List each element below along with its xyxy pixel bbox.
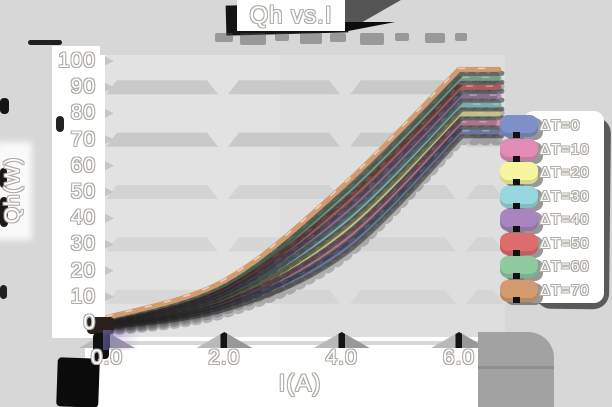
y-tick-chevron: [104, 160, 114, 171]
title-ghost-smudge: [425, 33, 445, 43]
title-ghost-smudge: [300, 33, 322, 44]
grid-band-segment: [466, 185, 504, 199]
legend-label: ΔT=20: [540, 164, 590, 181]
y-axis-title: Qh(W): [1, 156, 24, 224]
title-ghost-smudge: [275, 33, 289, 41]
grid-band-segment: [350, 237, 456, 252]
y-axis-label-strip: [52, 46, 100, 338]
y-tick-chevron: [104, 56, 114, 66]
y-tick-chevron: [104, 134, 114, 145]
title-shadow-wedge-dark: [343, 22, 395, 32]
grid-band-segment: [106, 185, 218, 199]
x-tick-label: 2.0: [208, 346, 241, 369]
curve-highlight-ΔT=70: [105, 67, 500, 318]
legend-notch: [513, 249, 520, 256]
legend-label: ΔT=40: [540, 211, 590, 228]
legend-label: ΔT=30: [540, 187, 590, 205]
legend-swatch: [500, 115, 538, 137]
legend-label: ΔT=0: [540, 117, 581, 134]
legend-swatch: [500, 256, 538, 278]
grid-band-segment: [350, 289, 456, 304]
origin-color-smear: [103, 330, 139, 350]
y-tick-label: 20: [70, 258, 96, 282]
legend-notch: [513, 132, 520, 138]
x-tick-label: 0.0: [90, 346, 124, 369]
x-tick-label: 4.0: [325, 346, 358, 369]
y-tick-label: 80: [70, 101, 96, 125]
y-tick-label: 10: [70, 284, 96, 308]
legend-notch: [513, 202, 520, 209]
y-tick-label: 30: [70, 232, 96, 256]
title-box: Qh vs.I: [237, 0, 345, 31]
title-ghost-smudge: [215, 33, 233, 42]
title-ghost-smudge: [240, 33, 266, 45]
legend-label: ΔT=60: [540, 258, 590, 275]
grid-band-segment: [466, 289, 504, 304]
shadow-mark: [0, 98, 9, 114]
legend-label: ΔT=10: [540, 140, 590, 158]
y-tick-label: 90: [70, 75, 96, 99]
shadow-mark: [87, 317, 114, 334]
legend-swatch: [500, 232, 538, 255]
title-ghost-smudge: [395, 33, 409, 41]
chart-title: Qh vs.I: [249, 2, 333, 29]
y-tick-chevron: [104, 108, 114, 119]
grid-band-segment: [350, 80, 456, 95]
legend-swatch: [500, 209, 538, 231]
legend-swatch: [500, 162, 538, 184]
legend-notch: [513, 155, 520, 162]
title-ghost-smudge: [330, 33, 346, 42]
shadow-mark: [28, 40, 62, 45]
y-tick-chevron: [104, 82, 114, 93]
grid-band-segment: [106, 132, 218, 147]
legend-notch: [513, 226, 520, 232]
shadow-blob-line: [478, 366, 554, 369]
y-tick-chevron: [104, 213, 114, 224]
bottom-right-shadow-blob: [478, 332, 554, 407]
title-ghost-smudge: [455, 33, 467, 41]
legend-notch: [513, 179, 520, 185]
x-axis-title: I(A): [278, 370, 322, 397]
legend-label: ΔT=70: [540, 281, 590, 299]
legend-notch: [513, 273, 520, 279]
grid-band-segment: [228, 80, 340, 95]
legend-swatch: [500, 185, 538, 208]
grid-band-segment: [106, 237, 218, 252]
shadow-mark: [0, 285, 7, 299]
grid-band-segment: [228, 132, 340, 147]
title-ghost-smudge: [360, 33, 384, 45]
shadow-mark: [56, 116, 64, 132]
y-axis-line: [100, 55, 105, 340]
grid-band-segment: [466, 237, 504, 252]
legend-swatch: [500, 138, 538, 161]
legend-swatch: [500, 279, 538, 302]
curve-ΔT=70: [104, 66, 502, 320]
y-tick-label: 70: [70, 127, 96, 151]
y-tick-label: 0: [83, 311, 96, 334]
y-tick-label: 60: [70, 153, 96, 177]
legend-notch: [513, 296, 520, 303]
plot-area: [100, 55, 506, 341]
y-tick-chevron: [104, 239, 114, 250]
y-tick-label: 100: [57, 49, 96, 72]
y-tick-label: 40: [70, 206, 96, 230]
legend-label: ΔT=50: [540, 234, 590, 252]
y-tick-label: 50: [70, 180, 96, 203]
y-tick-chevron: [104, 265, 114, 276]
curve-shadow-ΔT=70: [107, 70, 505, 324]
y-tick-chevron: [104, 291, 114, 302]
grid-band-segment: [228, 185, 340, 199]
shadow-mark: [0, 168, 7, 188]
grid-band-segment: [106, 80, 218, 95]
shadow-mark: [0, 197, 8, 227]
x-axis-line: [100, 337, 505, 341]
y-tick-chevron: [104, 187, 114, 197]
x-axis-label-strip: [85, 345, 478, 407]
x-tick-label: 6.0: [442, 346, 476, 369]
